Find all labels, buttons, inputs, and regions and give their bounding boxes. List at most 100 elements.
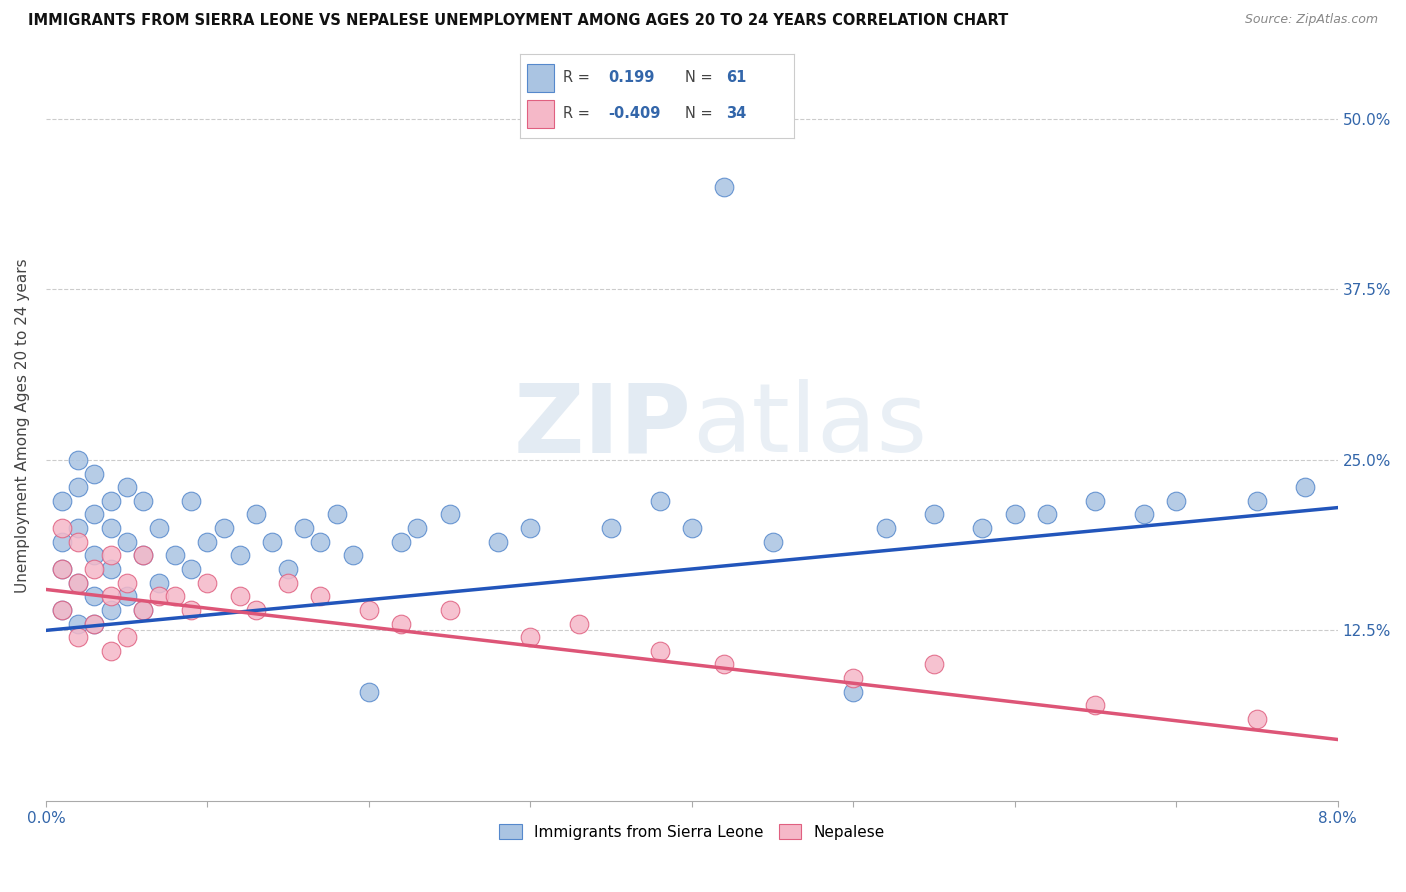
Point [51,493,73,508]
Point [115,589,138,603]
Point [389,534,412,549]
Point [342,549,364,563]
Point [842,671,865,685]
Point [1294,480,1316,494]
Point [165,549,187,563]
Point [568,616,591,631]
Point [100,644,122,658]
Point [100,562,122,576]
Point [115,630,138,644]
Point [132,493,155,508]
Point [197,534,219,549]
Point [600,521,623,535]
Point [115,575,138,590]
Legend: Immigrants from Sierra Leone, Nepalese: Immigrants from Sierra Leone, Nepalese [492,818,891,846]
Point [115,480,138,494]
Y-axis label: Unemployment Among Ages 20 to 24 years: Unemployment Among Ages 20 to 24 years [15,259,30,593]
Point [277,575,299,590]
Point [245,508,267,522]
Point [922,508,945,522]
Point [180,603,202,617]
Point [406,521,429,535]
Point [67,575,90,590]
Point [83,549,105,563]
Point [132,549,155,563]
Point [486,534,509,549]
Text: N =: N = [685,106,717,121]
Point [83,562,105,576]
Point [309,534,332,549]
Point [519,521,541,535]
Point [67,521,90,535]
Point [100,493,122,508]
Point [67,453,90,467]
Point [83,589,105,603]
Point [357,603,380,617]
Text: ZIP: ZIP [515,379,692,472]
Point [681,521,703,535]
Point [1246,712,1268,726]
Point [132,549,155,563]
Point [260,534,283,549]
Point [83,616,105,631]
Point [228,549,250,563]
Point [277,562,299,576]
Point [83,508,105,522]
Point [245,603,267,617]
FancyBboxPatch shape [527,100,554,128]
Point [148,575,170,590]
Point [357,685,380,699]
Point [51,603,73,617]
Point [100,549,122,563]
Point [713,657,735,672]
Point [51,562,73,576]
Point [519,630,541,644]
Point [67,630,90,644]
Point [115,534,138,549]
Text: R =: R = [562,106,595,121]
Text: Source: ZipAtlas.com: Source: ZipAtlas.com [1244,13,1378,27]
Text: R =: R = [562,70,595,85]
Point [648,644,671,658]
FancyBboxPatch shape [527,63,554,92]
Point [922,657,945,672]
Point [180,562,202,576]
Point [1133,508,1156,522]
Point [100,603,122,617]
Point [51,534,73,549]
Point [83,616,105,631]
Point [1036,508,1059,522]
Point [439,603,461,617]
Point [67,534,90,549]
Point [648,493,671,508]
Point [100,589,122,603]
Point [875,521,897,535]
Point [197,575,219,590]
Text: -0.409: -0.409 [607,106,661,121]
Point [713,180,735,194]
Point [67,616,90,631]
Point [83,467,105,481]
Point [1246,493,1268,508]
Point [67,480,90,494]
Point [100,521,122,535]
Point [292,521,315,535]
Point [972,521,994,535]
Point [309,589,332,603]
Text: atlas: atlas [692,379,927,472]
Point [67,575,90,590]
Text: 0.199: 0.199 [607,70,654,85]
Point [1004,508,1026,522]
Point [51,562,73,576]
Point [180,493,202,508]
Point [148,589,170,603]
Point [325,508,347,522]
Text: 34: 34 [725,106,747,121]
Point [1166,493,1188,508]
Point [212,521,235,535]
Point [389,616,412,631]
Text: IMMIGRANTS FROM SIERRA LEONE VS NEPALESE UNEMPLOYMENT AMONG AGES 20 TO 24 YEARS : IMMIGRANTS FROM SIERRA LEONE VS NEPALESE… [28,13,1008,29]
Point [51,521,73,535]
Point [761,534,783,549]
Point [1084,698,1107,713]
